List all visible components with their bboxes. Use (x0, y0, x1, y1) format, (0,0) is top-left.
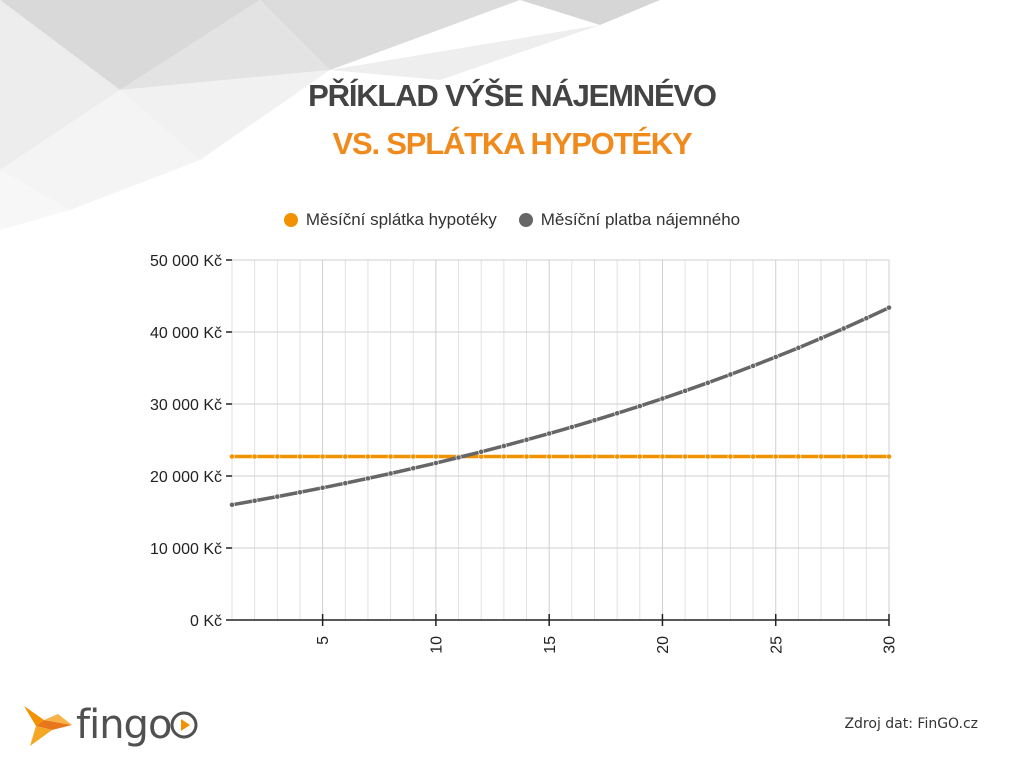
chart-title-line1: PŘÍKLAD VÝŠE NÁJEMNÉVO (308, 78, 717, 113)
chart-title-line2: VS. SPLÁTKA HYPOTÉKY (332, 126, 693, 161)
data-point-0 (795, 453, 802, 460)
data-point-0 (659, 453, 666, 460)
y-tick-label: 20 000 Kč (150, 469, 222, 486)
data-point-1 (568, 424, 575, 430)
data-point-1 (274, 493, 281, 500)
data-point-1 (523, 436, 530, 443)
data-point-1 (546, 430, 553, 437)
data-point-0 (863, 453, 870, 460)
data-point-0 (319, 453, 326, 460)
data-point-0 (274, 453, 281, 460)
chart-legend: Měsíční splátka hypotéky Měsíční platba … (0, 210, 1024, 230)
legend-item-rent[interactable]: Měsíční platba nájemného (518, 210, 741, 230)
y-tick-label: 50 000 Kč (150, 253, 222, 270)
y-tick-label: 0 Kč (190, 613, 222, 630)
data-point-1 (251, 497, 258, 504)
data-point-1 (478, 448, 485, 455)
data-point-0 (500, 453, 507, 460)
data-point-0 (251, 453, 258, 460)
data-point-0 (614, 453, 621, 460)
x-tick-label: 15 (542, 636, 559, 654)
data-point-1 (319, 484, 326, 491)
data-point-0 (342, 453, 349, 460)
legend-label-rent: Měsíční platba nájemného (540, 210, 741, 229)
data-point-1 (591, 417, 598, 424)
data-point-0 (546, 453, 553, 460)
fingo-logo-bird-icon (24, 706, 72, 746)
data-point-1 (750, 363, 756, 369)
legend-label-mortgage: Měsíční splátka hypotéky (305, 210, 497, 229)
data-point-0 (365, 453, 371, 460)
data-point-1 (659, 395, 666, 402)
x-tick-label: 5 (315, 636, 332, 645)
legend-item-mortgage[interactable]: Měsíční splátka hypotéky (283, 210, 497, 230)
fingo-logo-text: fingo (76, 702, 172, 748)
data-point-0 (636, 453, 643, 460)
x-tick-label: 30 (882, 636, 899, 654)
data-point-0 (410, 453, 417, 460)
data-point-0 (840, 453, 847, 460)
data-point-1 (886, 304, 892, 311)
data-point-1 (387, 470, 394, 477)
data-point-0 (523, 453, 530, 460)
y-tick-label: 30 000 Kč (150, 397, 222, 414)
data-point-0 (478, 453, 485, 460)
fingo-logo: fingo (22, 700, 199, 750)
data-point-1 (795, 344, 802, 351)
data-point-0 (818, 453, 824, 460)
data-point-1 (500, 443, 507, 449)
series-line-1 (231, 306, 890, 507)
data-point-0 (704, 453, 711, 460)
data-point-0 (886, 453, 892, 460)
data-point-1 (410, 465, 417, 472)
y-tick-label: 40 000 Kč (150, 325, 222, 342)
data-point-1 (455, 454, 462, 461)
data-point-0 (297, 453, 303, 460)
legend-marker-mortgage (283, 213, 298, 227)
data-point-1 (636, 403, 643, 409)
data-point-0 (727, 453, 734, 460)
data-point-0 (568, 453, 575, 460)
data-point-0 (750, 453, 756, 460)
x-tick-label: 10 (428, 636, 445, 654)
data-point-1 (818, 335, 824, 342)
data-point-1 (727, 371, 734, 378)
data-point-0 (682, 453, 689, 460)
play-circle-icon (170, 711, 198, 739)
data-point-0 (432, 453, 439, 460)
data-source-note: Zdroj dat: FinGO.cz (844, 716, 978, 732)
data-point-0 (591, 453, 598, 460)
legend-marker-rent (518, 213, 533, 227)
data-point-0 (387, 453, 394, 460)
data-point-1 (772, 354, 779, 360)
data-point-1 (614, 410, 621, 417)
data-point-1 (704, 379, 711, 386)
y-tick-label: 10 000 Kč (150, 541, 222, 558)
x-tick-label: 20 (655, 636, 672, 654)
data-point-1 (840, 325, 847, 332)
data-point-1 (863, 315, 870, 322)
data-point-1 (342, 480, 349, 487)
data-point-0 (772, 453, 779, 460)
x-tick-label: 25 (768, 636, 785, 654)
data-point-1 (432, 460, 439, 466)
data-point-0 (229, 453, 235, 460)
data-point-1 (365, 475, 371, 482)
data-point-1 (229, 501, 235, 508)
data-point-1 (682, 387, 689, 394)
data-point-1 (297, 489, 303, 496)
